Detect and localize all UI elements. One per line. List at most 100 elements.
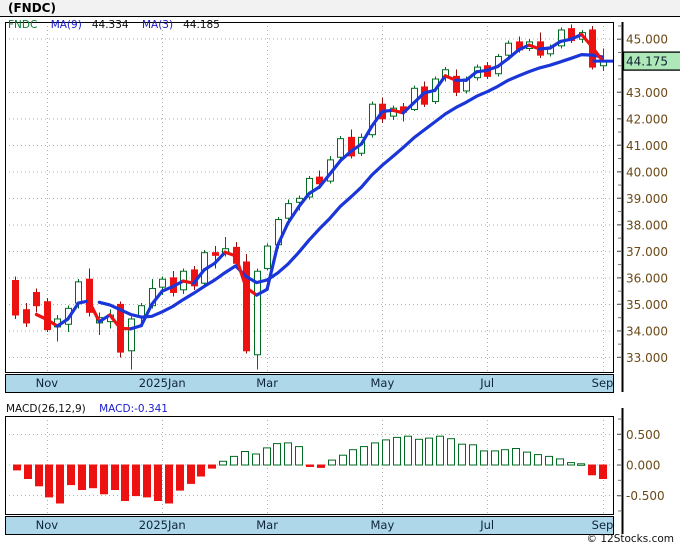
- candlestick: [12, 276, 19, 319]
- macd-bar: [230, 455, 238, 466]
- copyright-footer: © 12Stocks.com: [586, 533, 675, 545]
- legend-ma3-value: 44.185: [183, 19, 220, 31]
- price-panel-frame: [4, 21, 615, 374]
- macd-bar: [360, 446, 368, 466]
- legend-ma3-label: MA(3): [141, 19, 174, 31]
- candlestick: [44, 297, 51, 333]
- macd-bar: [588, 464, 596, 476]
- price-tick-label: 38.000: [626, 218, 668, 232]
- legend-macd-value: MACD:-0.341: [99, 403, 168, 415]
- time-tick-label: Sep: [592, 376, 614, 390]
- macd-bar: [523, 451, 531, 466]
- macd-bar: [187, 464, 195, 484]
- macd-bar: [317, 464, 325, 468]
- macd-bar: [393, 436, 401, 466]
- macd-bar: [165, 464, 173, 504]
- candlestick: [348, 129, 355, 159]
- macd-bar: [121, 464, 129, 501]
- macd-bar: [263, 447, 271, 466]
- price-tick-label: 41.000: [626, 139, 668, 153]
- macd-bar: [469, 444, 477, 466]
- macd-bar: [219, 460, 227, 466]
- candlestick: [337, 136, 344, 162]
- macd-histogram: [13, 435, 607, 504]
- candlestick: [212, 246, 219, 269]
- price-tick-label: 36.000: [626, 271, 668, 285]
- time-tick-label: Jul: [479, 518, 494, 532]
- macd-bar: [491, 450, 499, 466]
- macd-bar: [252, 453, 260, 466]
- macd-bar: [382, 439, 390, 466]
- time-tick-label: Nov: [36, 518, 59, 532]
- candlestick: [33, 288, 40, 313]
- price-legend: FNDC MA(9) 44.334 MA(3) 44.185: [8, 19, 220, 31]
- macd-bar: [132, 464, 140, 497]
- price-tick-label: 37.000: [626, 245, 668, 259]
- candlestick: [264, 243, 271, 270]
- macd-bar: [415, 438, 423, 466]
- ma3-line: [34, 32, 605, 331]
- macd-bar: [208, 464, 216, 469]
- stock-chart-svg: Nov 2025Jan Mar May Jul Sep Nov 2025Jan Mar May Ju…: [4, 21, 680, 536]
- macd-bar: [111, 464, 119, 490]
- price-tick-label: 42.000: [626, 112, 668, 126]
- price-tick-label: 39.000: [626, 192, 668, 206]
- legend-macd-label: MACD(26,12,9): [6, 403, 86, 415]
- candlestick: [558, 27, 565, 49]
- macd-bar: [89, 464, 97, 489]
- macd-bar: [197, 464, 205, 477]
- macd-bar: [241, 451, 249, 466]
- time-tick-label: Nov: [36, 376, 59, 390]
- macd-bar: [328, 459, 336, 466]
- time-tick-label: May: [371, 518, 395, 532]
- page-title: (FNDC): [8, 1, 56, 15]
- macd-bar: [273, 443, 281, 466]
- legend-ma9-label: MA(9): [50, 19, 82, 31]
- macd-bar: [339, 454, 347, 466]
- macd-bar: [56, 464, 64, 504]
- candlestick: [243, 254, 250, 354]
- macd-bar: [556, 458, 564, 466]
- chart-canvas-area: FNDC MA(9) 44.334 MA(3) 44.185 MACD(26,1…: [0, 17, 680, 546]
- macd-bar: [154, 464, 162, 501]
- candlestick: [505, 40, 512, 58]
- macd-bar: [371, 442, 379, 466]
- legend-symbol: FNDC: [8, 19, 38, 31]
- macd-bar: [404, 435, 412, 466]
- macd-bar: [78, 464, 86, 490]
- price-date-axis-band: [4, 373, 615, 394]
- macd-bar: [534, 454, 542, 466]
- macd-bar: [458, 443, 466, 466]
- macd-bar: [577, 463, 585, 466]
- macd-bar: [545, 455, 553, 466]
- macd-tick-label: 0.000: [626, 459, 660, 473]
- macd-bar: [447, 438, 455, 466]
- macd-bar: [67, 464, 75, 486]
- macd-bar: [436, 435, 444, 466]
- time-tick-label: May: [371, 376, 395, 390]
- macd-bar: [24, 464, 32, 479]
- macd-bar: [512, 448, 520, 466]
- macd-bar: [599, 464, 607, 479]
- time-tick-label: Jul: [479, 376, 494, 390]
- macd-bar: [143, 464, 151, 498]
- legend-ma9-value: 44.334: [91, 19, 129, 31]
- window-titlebar: (FNDC): [0, 0, 680, 17]
- macd-bar: [45, 464, 53, 498]
- candlestick: [254, 268, 261, 370]
- macd-bar: [295, 446, 303, 466]
- macd-date-axis-band: [4, 515, 615, 536]
- time-tick-label: 2025Jan: [139, 376, 186, 390]
- macd-legend: MACD(26,12,9) MACD:-0.341: [6, 403, 168, 415]
- macd-bar: [501, 449, 509, 466]
- price-tick-label: 40.000: [626, 165, 668, 179]
- price-tick-label: 35.000: [626, 298, 668, 312]
- macd-bar: [425, 437, 433, 466]
- macd-bar: [480, 450, 488, 466]
- candlestick: [128, 316, 135, 370]
- macd-bar: [13, 464, 21, 471]
- macd-panel-frame: [4, 415, 615, 516]
- price-tick-label: 45.000: [626, 33, 668, 47]
- macd-bar: [35, 464, 43, 487]
